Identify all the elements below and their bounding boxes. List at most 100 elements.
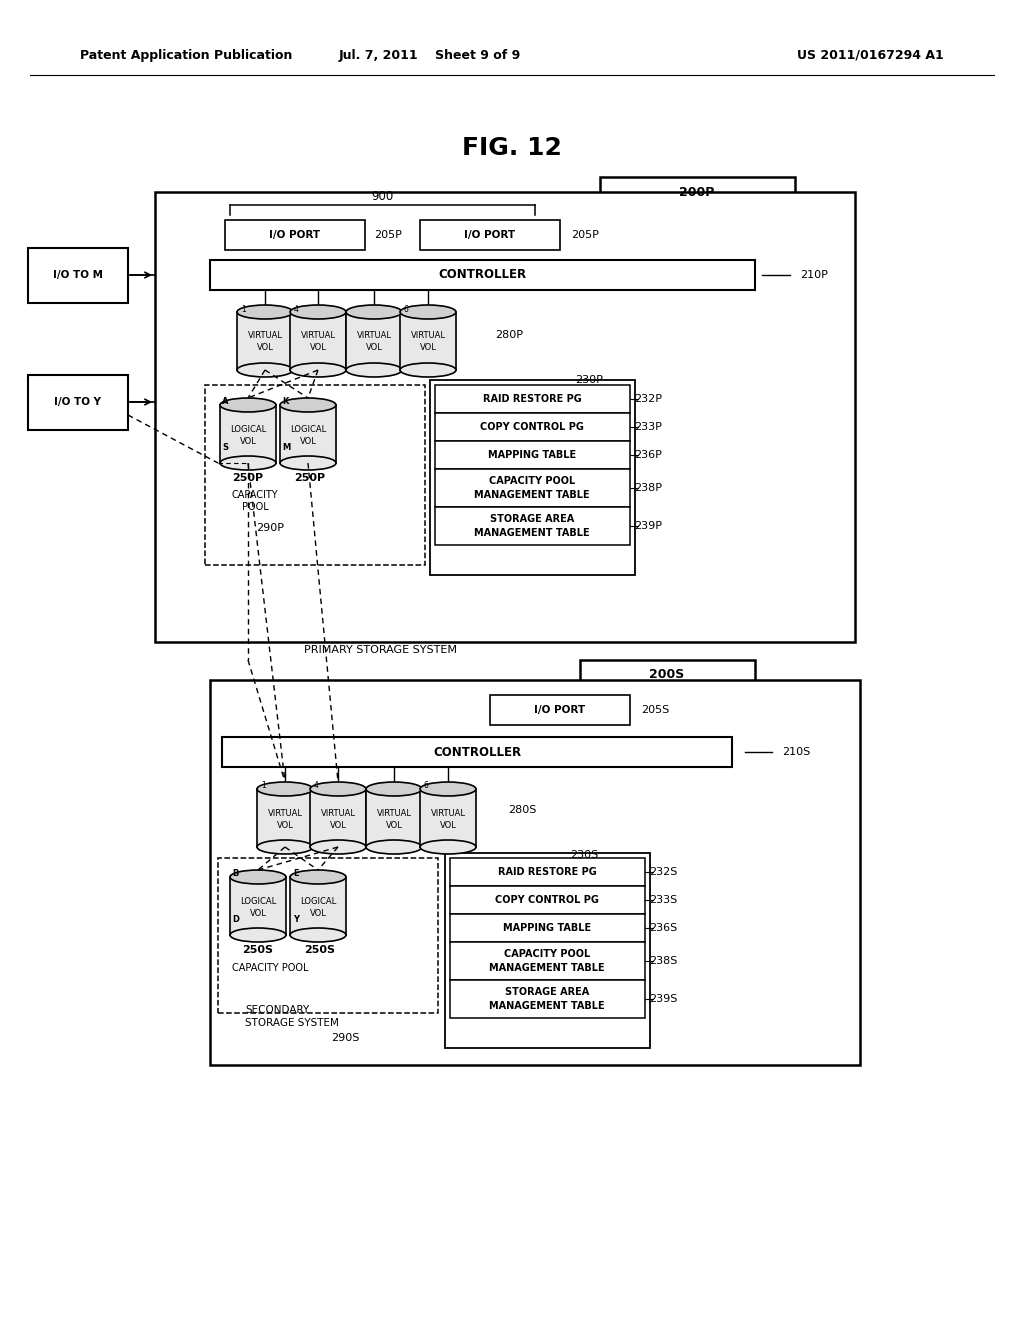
Ellipse shape [257, 781, 313, 796]
Text: 232P: 232P [634, 393, 662, 404]
Bar [450, 979, 645, 1018]
Text: VOL: VOL [420, 343, 436, 352]
Bar [430, 380, 635, 576]
Ellipse shape [366, 781, 422, 796]
Bar [366, 789, 422, 847]
Bar [290, 876, 346, 935]
Ellipse shape [230, 870, 286, 884]
Text: 238S: 238S [649, 956, 677, 966]
Text: 4: 4 [294, 305, 299, 314]
Bar [225, 220, 365, 249]
Text: I/O PORT: I/O PORT [269, 230, 321, 240]
Text: 290S: 290S [331, 1034, 359, 1043]
Bar [435, 413, 630, 441]
Text: MANAGEMENT TABLE: MANAGEMENT TABLE [474, 490, 590, 500]
Ellipse shape [290, 928, 346, 942]
Text: MAPPING TABLE: MAPPING TABLE [503, 923, 591, 933]
Text: K: K [282, 396, 289, 405]
Text: 250S: 250S [243, 945, 273, 954]
Bar [400, 312, 456, 370]
Text: RAID RESTORE PG: RAID RESTORE PG [482, 393, 582, 404]
Bar [346, 312, 402, 370]
Text: VOL: VOL [300, 437, 316, 446]
Text: VOL: VOL [439, 821, 457, 829]
Text: MANAGEMENT TABLE: MANAGEMENT TABLE [474, 528, 590, 539]
Text: VOL: VOL [240, 437, 256, 446]
Text: 205P: 205P [571, 230, 599, 240]
Text: LOGICAL: LOGICAL [300, 896, 336, 906]
Text: VOL: VOL [366, 343, 382, 352]
Text: 210P: 210P [800, 271, 827, 280]
Ellipse shape [290, 363, 346, 378]
Text: 280S: 280S [508, 805, 537, 814]
Text: LOGICAL: LOGICAL [290, 425, 326, 433]
Bar [490, 696, 630, 725]
Bar [450, 942, 645, 979]
Bar [420, 789, 476, 847]
Text: VOL: VOL [276, 821, 294, 829]
Ellipse shape [290, 870, 346, 884]
Text: VOL: VOL [309, 908, 327, 917]
Text: RAID RESTORE PG: RAID RESTORE PG [498, 867, 596, 876]
Text: A: A [222, 396, 228, 405]
Text: VIRTUAL: VIRTUAL [300, 331, 336, 341]
Text: CAPACITY POOL: CAPACITY POOL [504, 949, 590, 960]
Text: MAPPING TABLE: MAPPING TABLE [488, 450, 577, 459]
Text: CONTROLLER: CONTROLLER [433, 746, 521, 759]
Text: M: M [282, 444, 290, 453]
Text: VOL: VOL [309, 343, 327, 352]
Ellipse shape [420, 840, 476, 854]
Ellipse shape [237, 363, 293, 378]
Text: 200S: 200S [649, 668, 685, 681]
Text: VOL: VOL [330, 821, 346, 829]
Text: MANAGEMENT TABLE: MANAGEMENT TABLE [489, 1001, 605, 1011]
Bar [290, 312, 346, 370]
Text: 250P: 250P [295, 473, 326, 483]
Bar [28, 375, 128, 430]
Bar [280, 405, 336, 463]
Text: STORAGE AREA: STORAGE AREA [489, 513, 574, 524]
Ellipse shape [346, 305, 402, 319]
Ellipse shape [290, 305, 346, 319]
Text: Y: Y [293, 916, 299, 924]
Text: COPY CONTROL PG: COPY CONTROL PG [495, 895, 599, 906]
Text: S: S [222, 444, 228, 453]
Text: 236P: 236P [634, 450, 662, 459]
Bar [450, 913, 645, 942]
Text: 280P: 280P [495, 330, 523, 341]
Text: VIRTUAL: VIRTUAL [356, 331, 391, 341]
Ellipse shape [230, 928, 286, 942]
Text: 1: 1 [261, 781, 266, 791]
Text: VIRTUAL: VIRTUAL [267, 808, 302, 817]
Ellipse shape [366, 840, 422, 854]
Ellipse shape [257, 840, 313, 854]
Bar [450, 858, 645, 886]
Bar [205, 385, 425, 565]
Text: 205S: 205S [641, 705, 669, 715]
Text: 1: 1 [241, 305, 246, 314]
Text: I/O TO M: I/O TO M [53, 271, 103, 280]
Bar [600, 177, 795, 209]
Text: 210S: 210S [782, 747, 810, 756]
Bar [580, 660, 755, 690]
Bar [222, 737, 732, 767]
Bar [210, 260, 755, 290]
Bar [435, 441, 630, 469]
Text: 200P: 200P [679, 186, 715, 199]
Text: PRIMARY STORAGE SYSTEM: PRIMARY STORAGE SYSTEM [303, 645, 457, 655]
Text: I/O TO Y: I/O TO Y [54, 397, 101, 407]
Ellipse shape [237, 305, 293, 319]
Text: LOGICAL: LOGICAL [240, 896, 276, 906]
Text: 230S: 230S [570, 850, 598, 861]
Text: VOL: VOL [250, 908, 266, 917]
Text: POOL: POOL [242, 502, 268, 512]
Bar [257, 789, 313, 847]
Bar [435, 507, 630, 545]
Bar [435, 385, 630, 413]
Bar [420, 220, 560, 249]
Bar [210, 680, 860, 1065]
Ellipse shape [400, 363, 456, 378]
Text: CAPACITY POOL: CAPACITY POOL [231, 964, 308, 973]
Text: Patent Application Publication: Patent Application Publication [80, 49, 293, 62]
Bar [230, 876, 286, 935]
